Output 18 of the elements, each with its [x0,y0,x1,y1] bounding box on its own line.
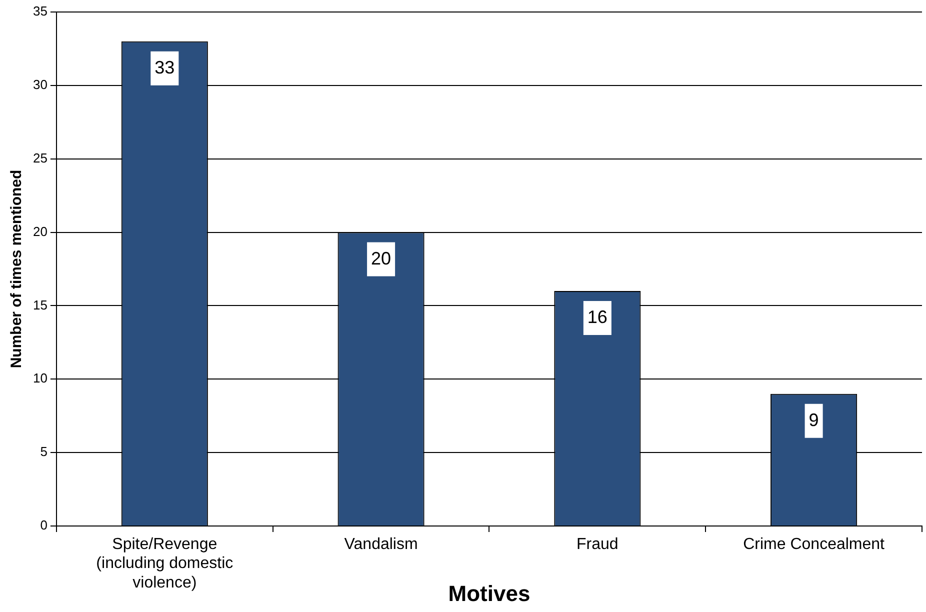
data-label: 16 [587,306,608,327]
y-tick-label: 10 [32,370,48,386]
y-tick-label: 35 [32,4,48,19]
data-label: 20 [371,248,392,268]
x-tick-label: Fraud [576,536,618,554]
x-tick-label: Vandalism [344,536,418,554]
y-tick-label: 5 [40,444,48,460]
y-tick-label: 0 [40,518,48,533]
x-tick-label: Spite/Revenge (including domestic violence) [96,536,234,592]
y-tick-label: 30 [32,77,48,92]
y-tick-label: 25 [32,150,48,166]
data-label: 9 [808,410,819,430]
x-tick-label: Crime Concealment [743,536,886,554]
y-axis-title: Number of times mentioned [8,170,26,368]
data-label: 33 [154,57,175,78]
y-tick-label: 15 [32,297,48,312]
y-tick-label: 20 [32,224,48,239]
x-axis-title: Motives [448,580,530,606]
